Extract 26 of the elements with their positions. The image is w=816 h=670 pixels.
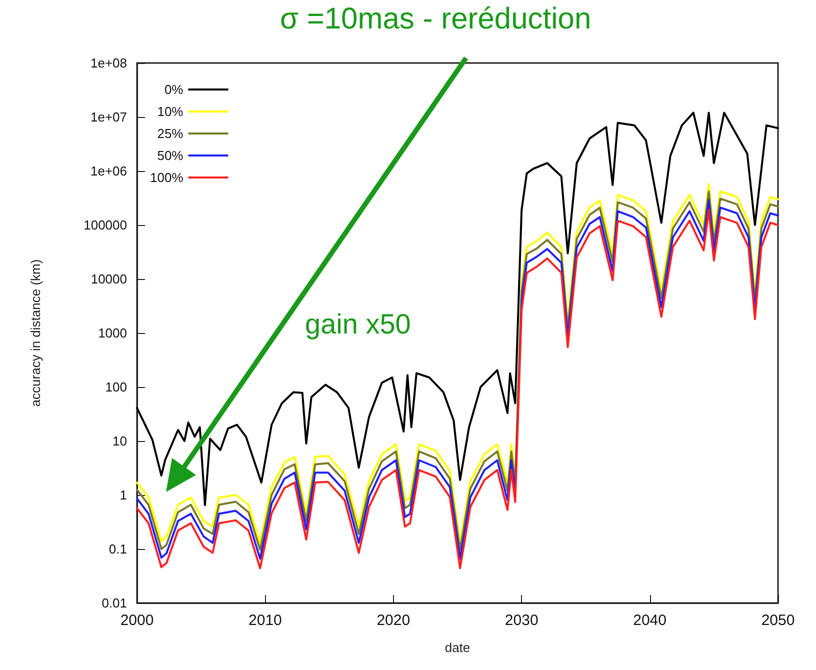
y-tick-label: 1e+06: [90, 164, 127, 178]
legend-label: 25%: [157, 126, 184, 141]
legend-label: 100%: [150, 170, 184, 185]
annotation: gain x50: [305, 308, 411, 340]
x-tick-label: 2010: [248, 612, 282, 629]
legend-label: 10%: [157, 104, 184, 119]
y-tick-label: 1000: [98, 326, 127, 340]
x-axis-title: date: [444, 640, 470, 655]
y-tick-label: 10000: [90, 272, 127, 286]
x-tick-label: 2040: [633, 612, 666, 629]
y-tick-label: 10: [112, 434, 127, 448]
y-tick-label: 100000: [84, 218, 127, 232]
y-axis-title: accuracy in distance (km): [28, 259, 43, 407]
legend-label: 50%: [157, 148, 184, 163]
y-tick-label: 0.1: [108, 542, 127, 556]
x-tick-label: 2020: [376, 612, 410, 629]
x-tick-label: 2030: [504, 612, 538, 629]
x-tick-label: 2050: [761, 612, 795, 629]
y-tick-label: 1: [120, 488, 127, 502]
y-tick-label: 100: [105, 380, 127, 394]
y-tick-label: 0.01: [102, 596, 127, 610]
text: σ =10mas - reréduction: [280, 2, 592, 36]
y-tick-label: 1e+07: [90, 110, 127, 124]
x-tick-label: 2000: [120, 612, 154, 629]
y-tick-label: 1e+08: [90, 56, 127, 70]
legend-label: 0%: [164, 82, 184, 97]
